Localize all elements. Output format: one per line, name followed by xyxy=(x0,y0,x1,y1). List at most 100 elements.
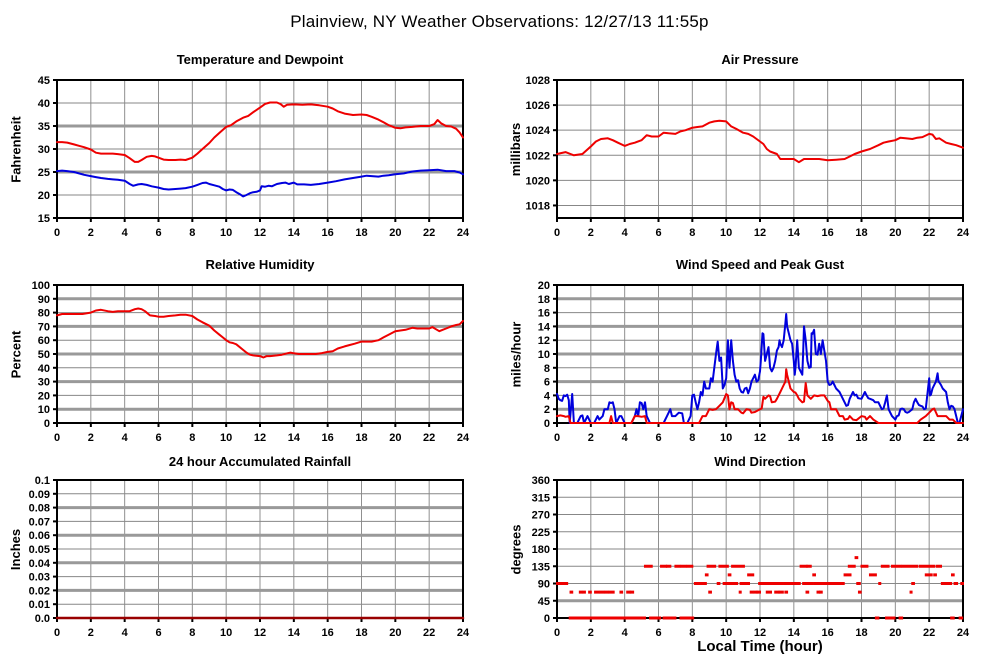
svg-text:70: 70 xyxy=(38,321,50,333)
svg-text:0: 0 xyxy=(554,627,560,639)
svg-text:20: 20 xyxy=(389,627,401,639)
svg-text:315: 315 xyxy=(532,492,550,504)
svg-text:0.08: 0.08 xyxy=(29,503,50,515)
svg-text:180: 180 xyxy=(532,544,550,556)
svg-text:14: 14 xyxy=(288,227,301,239)
svg-text:10: 10 xyxy=(720,627,732,639)
svg-text:0.09: 0.09 xyxy=(29,489,50,501)
svg-text:0.02: 0.02 xyxy=(29,585,50,597)
chart-title: Air Pressure xyxy=(721,52,799,67)
svg-text:0: 0 xyxy=(54,227,60,239)
svg-text:14: 14 xyxy=(288,627,301,639)
svg-text:16: 16 xyxy=(822,227,834,239)
svg-text:20: 20 xyxy=(889,227,901,239)
svg-text:2: 2 xyxy=(588,627,594,639)
svg-text:25: 25 xyxy=(38,167,50,179)
page-title: Plainview, NY Weather Observations: 12/2… xyxy=(290,12,709,31)
svg-text:40: 40 xyxy=(38,98,50,110)
svg-text:0: 0 xyxy=(544,613,550,625)
svg-text:14: 14 xyxy=(788,227,801,239)
svg-text:22: 22 xyxy=(923,627,935,639)
chart-temperature-dewpoint: Temperature and Dewpoint Fahrenheit 15 20… xyxy=(0,44,500,249)
svg-text:24: 24 xyxy=(457,432,470,444)
svg-text:6: 6 xyxy=(544,377,550,389)
svg-text:6: 6 xyxy=(155,627,161,639)
svg-text:270: 270 xyxy=(532,510,550,522)
svg-text:20: 20 xyxy=(38,190,50,202)
svg-text:0.04: 0.04 xyxy=(29,558,51,570)
svg-text:0.07: 0.07 xyxy=(29,516,50,528)
svg-text:10: 10 xyxy=(720,227,732,239)
chart-title: Wind Speed and Peak Gust xyxy=(675,257,845,272)
svg-text:0: 0 xyxy=(54,627,60,639)
svg-text:6: 6 xyxy=(655,627,661,639)
svg-text:4: 4 xyxy=(122,227,129,239)
svg-text:45: 45 xyxy=(38,75,50,87)
svg-text:22: 22 xyxy=(423,227,435,239)
svg-text:24: 24 xyxy=(957,432,970,444)
svg-text:4: 4 xyxy=(122,432,129,444)
svg-text:14: 14 xyxy=(788,627,801,639)
charts-grid: Temperature and Dewpoint Fahrenheit 15 20… xyxy=(0,44,999,659)
svg-text:8: 8 xyxy=(689,227,695,239)
svg-text:50: 50 xyxy=(38,349,50,361)
accumulated-rainfall-plot: 0.0 0.01 0.020.03 0.04 0.05 0.06 0.070.08 0.09 0… xyxy=(29,475,470,639)
svg-text:12: 12 xyxy=(754,627,766,639)
svg-text:0.1: 0.1 xyxy=(35,475,50,487)
svg-text:16: 16 xyxy=(322,227,334,239)
chart-title: Wind Direction xyxy=(714,454,806,469)
svg-text:2: 2 xyxy=(88,432,94,444)
svg-text:10: 10 xyxy=(220,432,232,444)
svg-text:12: 12 xyxy=(754,227,766,239)
svg-text:22: 22 xyxy=(423,432,435,444)
svg-text:4: 4 xyxy=(622,627,629,639)
svg-text:22: 22 xyxy=(923,227,935,239)
svg-text:0.05: 0.05 xyxy=(29,544,50,556)
svg-text:24: 24 xyxy=(957,227,970,239)
svg-text:2: 2 xyxy=(588,227,594,239)
svg-text:1026: 1026 xyxy=(526,100,550,112)
svg-text:4: 4 xyxy=(622,227,629,239)
svg-text:20: 20 xyxy=(889,627,901,639)
svg-text:0: 0 xyxy=(554,432,560,444)
svg-text:14: 14 xyxy=(788,432,801,444)
svg-text:1020: 1020 xyxy=(526,175,550,187)
svg-text:8: 8 xyxy=(189,627,195,639)
svg-text:18: 18 xyxy=(855,432,867,444)
svg-text:2: 2 xyxy=(544,404,550,416)
chart-accumulated-rainfall: 24 hour Accumulated Rainfall Inches 0.0 0… xyxy=(0,454,500,659)
svg-text:20: 20 xyxy=(389,432,401,444)
svg-text:24: 24 xyxy=(457,627,470,639)
svg-text:360: 360 xyxy=(532,475,550,487)
chart-title: Relative Humidity xyxy=(205,257,315,272)
svg-text:4: 4 xyxy=(544,390,551,402)
svg-text:10: 10 xyxy=(220,227,232,239)
svg-text:18: 18 xyxy=(855,227,867,239)
chart-title: 24 hour Accumulated Rainfall xyxy=(168,454,352,469)
chart-wind-direction: Wind Direction degrees 0 45 90 135 180 225 270… xyxy=(500,454,999,659)
svg-text:6: 6 xyxy=(655,432,661,444)
svg-text:0.0: 0.0 xyxy=(35,613,50,625)
svg-text:22: 22 xyxy=(923,432,935,444)
svg-text:10: 10 xyxy=(538,349,550,361)
svg-text:18: 18 xyxy=(538,294,550,306)
svg-text:20: 20 xyxy=(389,227,401,239)
svg-text:1018: 1018 xyxy=(526,200,550,212)
svg-text:4: 4 xyxy=(622,432,629,444)
svg-text:1028: 1028 xyxy=(526,75,550,87)
svg-text:0: 0 xyxy=(554,227,560,239)
svg-text:10: 10 xyxy=(720,432,732,444)
svg-text:12: 12 xyxy=(754,432,766,444)
svg-text:18: 18 xyxy=(355,227,367,239)
svg-text:0.06: 0.06 xyxy=(29,530,50,542)
svg-text:1022: 1022 xyxy=(526,150,550,162)
svg-text:100: 100 xyxy=(32,280,50,292)
svg-text:18: 18 xyxy=(355,432,367,444)
svg-text:8: 8 xyxy=(544,363,550,375)
svg-text:0: 0 xyxy=(544,418,550,430)
chart-air-pressure: Air Pressure millibars 1018 1020 1022 1024 1… xyxy=(500,44,999,249)
